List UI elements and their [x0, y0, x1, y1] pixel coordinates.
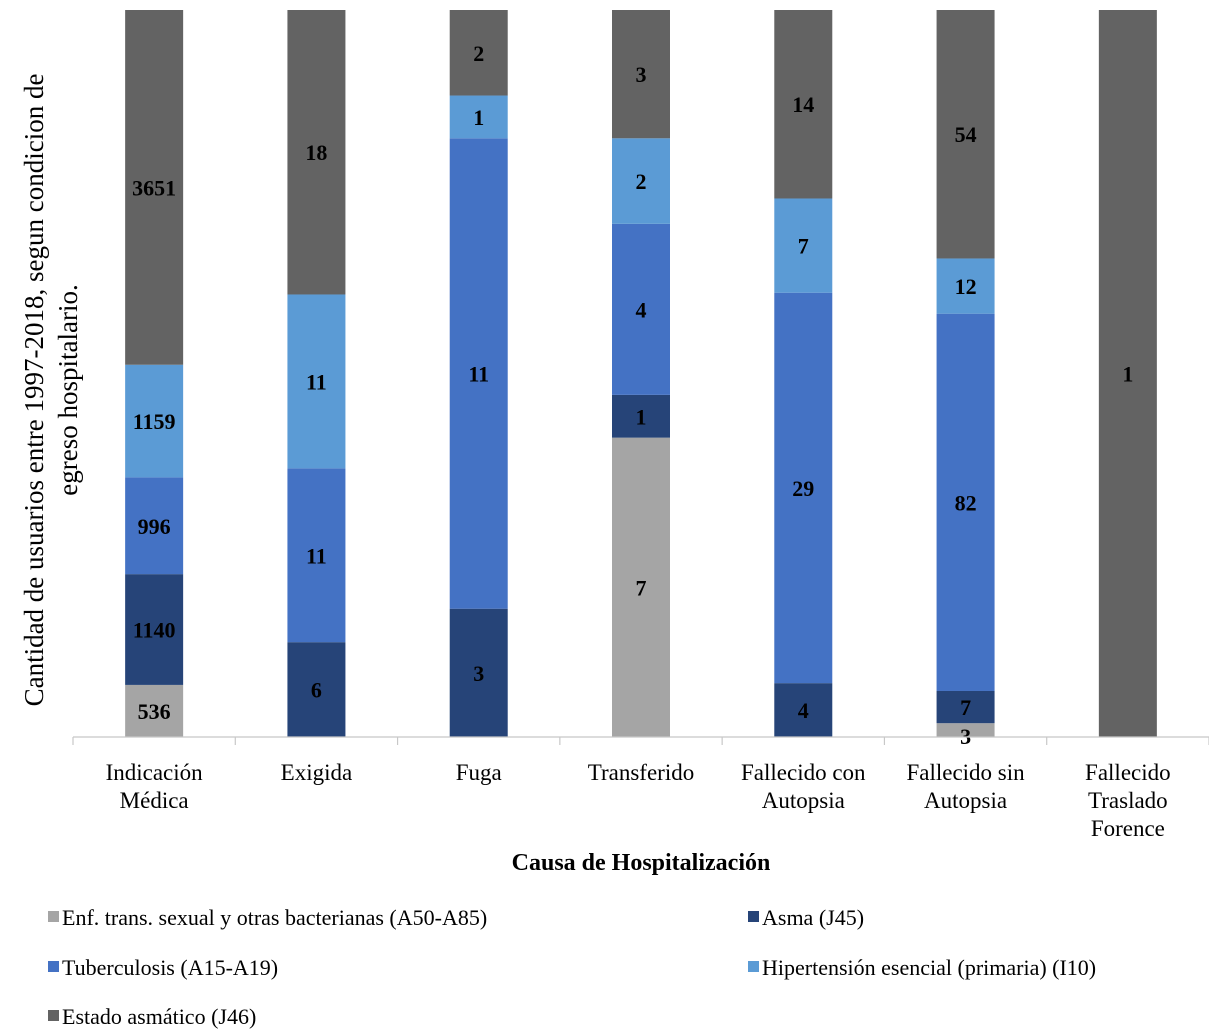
- bar-segment: [287, 468, 346, 643]
- bar-segment: [774, 683, 833, 737]
- legend-label: Hipertensión esencial (primaria) (I10): [762, 955, 1096, 980]
- data-label: 1: [1122, 362, 1133, 387]
- legend-label: Enf. trans. sexual y otras bacterianas (…: [62, 905, 487, 930]
- data-label: 11: [306, 369, 327, 394]
- y-axis-title-line: egreso hospitalario.: [53, 284, 83, 495]
- bar-segment: [936, 313, 995, 691]
- x-tick-label: Indicación Médica: [106, 760, 204, 813]
- x-tick-label: Exigida: [281, 760, 353, 785]
- data-label: 7: [636, 575, 647, 600]
- x-tick-label: Fuga: [456, 760, 502, 785]
- data-label: 2: [636, 169, 647, 194]
- x-tick-label: Fallecido sin Autopsia: [906, 760, 1025, 813]
- legend-item: Hipertensión esencial (primaria) (I10): [748, 955, 1096, 980]
- bar-segment: [449, 10, 508, 96]
- y-axis-title-line: Cantidad de usuarios entre 1997-2018, se…: [19, 74, 49, 707]
- bars-group: 5361140996115936516111118311127142342971…: [125, 10, 1157, 749]
- bar-segment: [287, 10, 346, 295]
- data-label: 11: [468, 362, 489, 387]
- data-label: 54: [955, 122, 977, 147]
- data-label: 7: [798, 234, 809, 259]
- bar-segment: [936, 690, 995, 724]
- data-label: 1: [473, 105, 484, 130]
- legend-swatch: [748, 961, 759, 972]
- data-label: 1: [636, 404, 647, 429]
- bar-segment: [287, 294, 346, 469]
- data-label: 6: [311, 678, 322, 703]
- bar-segment: [774, 292, 833, 684]
- bar-segment: [612, 394, 670, 438]
- bar-segment: [449, 608, 508, 737]
- legend-label: Asma (J45): [762, 905, 864, 930]
- data-label: 1140: [133, 618, 176, 643]
- bar-segment: [449, 95, 508, 139]
- bar-segment: [1098, 10, 1157, 737]
- legend-swatch: [48, 911, 59, 922]
- data-label: 82: [955, 490, 977, 515]
- bar-segment: [774, 10, 833, 199]
- bar-segment: [936, 258, 995, 314]
- data-label: 11: [306, 543, 327, 568]
- bar-segment: [612, 138, 670, 224]
- x-axis: [72, 736, 1209, 745]
- bar-segment: [612, 223, 670, 395]
- data-label: 536: [138, 699, 171, 724]
- x-tick-label: Fallecido con Autopsia: [741, 760, 866, 813]
- legend-swatch: [748, 911, 759, 922]
- legend: Enf. trans. sexual y otras bacterianas (…: [48, 905, 1096, 1029]
- data-label: 4: [636, 297, 647, 322]
- x-axis-title: Causa de Hospitalización: [512, 850, 771, 876]
- data-label: 1159: [133, 409, 176, 434]
- bar-segment: [449, 138, 508, 609]
- data-label: 14: [792, 92, 814, 117]
- x-tick-label: Transferido: [588, 760, 694, 785]
- data-label: 3: [636, 62, 647, 87]
- legend-item: Asma (J45): [748, 905, 864, 930]
- bar-segment: [612, 10, 670, 139]
- data-label: 12: [955, 274, 977, 299]
- data-label: 29: [792, 476, 814, 501]
- bar-segment: [774, 198, 833, 293]
- x-tick-label: Fallecido Traslado Forence: [1085, 760, 1171, 841]
- legend-item: Enf. trans. sexual y otras bacterianas (…: [48, 905, 487, 930]
- data-label: 3: [473, 661, 484, 686]
- x-tick-labels: Indicación Médica Exigida Fuga Transferido Fa…: [106, 760, 1171, 841]
- bar-segment: [125, 10, 184, 365]
- data-label: 3651: [132, 175, 176, 200]
- bar-segment: [287, 642, 346, 737]
- data-label: 18: [305, 140, 327, 165]
- legend-swatch: [48, 961, 59, 972]
- legend-item: Tuberculosis (A15-A19): [48, 955, 278, 980]
- legend-label: Tuberculosis (A15-A19): [62, 955, 278, 980]
- bar-segment: [612, 437, 670, 737]
- bar-segment: [936, 723, 995, 737]
- data-label: 2: [473, 41, 484, 66]
- bar-segment: [936, 10, 995, 259]
- bar-segment: [125, 574, 184, 685]
- data-label: 4: [798, 698, 809, 723]
- data-label: 7: [960, 695, 971, 720]
- legend-item: Estado asmático (J46): [48, 1004, 256, 1029]
- bar-segment: [125, 684, 184, 737]
- legend-label: Estado asmático (J46): [62, 1004, 256, 1029]
- legend-swatch: [48, 1010, 59, 1021]
- bar-segment: [125, 477, 184, 575]
- bar-segment: [125, 364, 184, 478]
- y-axis-title: Cantidad de usuarios entre 1997-2018, se…: [19, 74, 83, 707]
- data-label: 996: [138, 514, 171, 539]
